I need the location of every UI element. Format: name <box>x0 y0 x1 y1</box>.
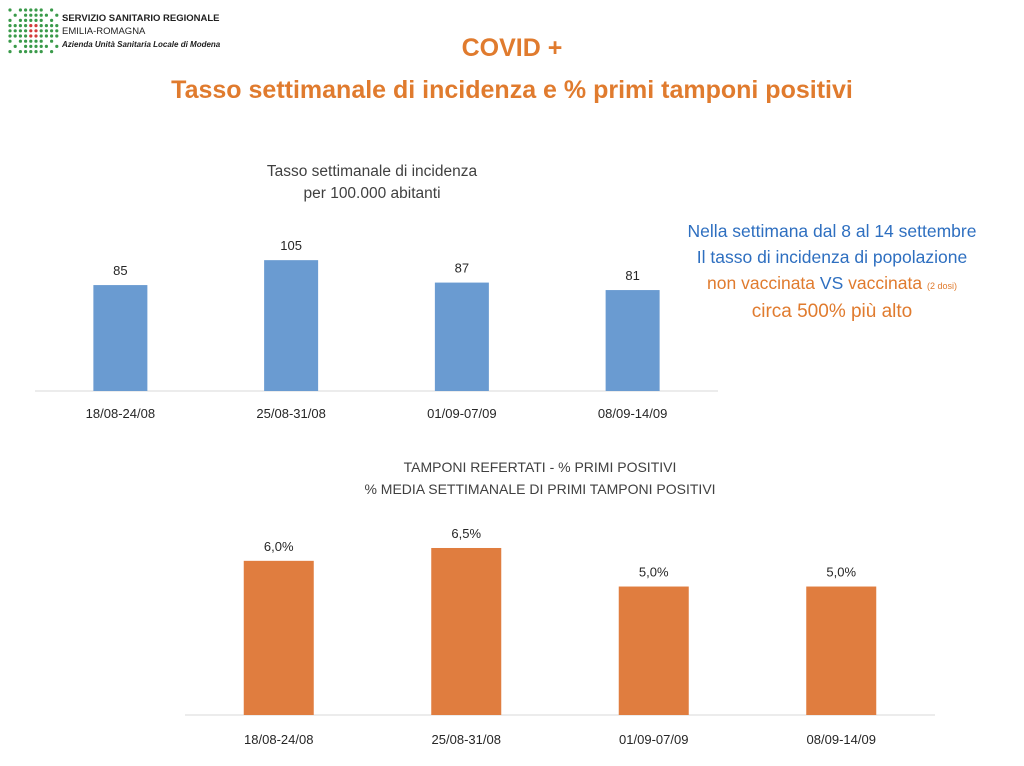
org-line-2: EMILIA-ROMAGNA <box>62 26 146 37</box>
note-line-2: Il tasso di incidenza di popolazione <box>696 247 968 267</box>
incidence-tick-label: 25/08-31/08 <box>256 406 325 421</box>
positivity-chart-title-line-1: TAMPONI REFERTATI - % PRIMI POSITIVI <box>404 459 677 475</box>
incidence-tick-label: 01/09-07/09 <box>427 406 496 421</box>
positivity-bar <box>243 560 314 715</box>
positivity-data-label: 5,0% <box>639 565 669 580</box>
note-doses: (2 dosi) <box>926 281 957 291</box>
incidence-data-label: 85 <box>113 263 127 278</box>
page-title-line-1: COVID + <box>461 34 563 62</box>
incidence-tick-label: 08/09-14/09 <box>598 406 667 421</box>
positivity-tick-label: 18/08-24/08 <box>244 732 313 747</box>
note-line-3: non vaccinata VS vaccinata (2 dosi) <box>640 270 1024 299</box>
incidence-chart-title-line-2: per 100.000 abitanti <box>303 185 440 202</box>
incidence-chart-title-line-1: Tasso settimanale di incidenza <box>267 163 478 180</box>
incidence-tick-label: 18/08-24/08 <box>86 406 155 421</box>
incidence-data-label: 105 <box>280 238 302 253</box>
incidence-bar <box>605 290 660 391</box>
organization-name: SERVIZIO SANITARIO REGIONALE EMILIA-ROMA… <box>62 12 220 51</box>
incidence-bar <box>93 285 148 391</box>
positivity-bar <box>618 586 689 715</box>
positivity-data-label: 6,0% <box>264 539 294 554</box>
incidence-bar <box>264 260 319 391</box>
incidence-data-label: 81 <box>625 268 639 283</box>
incidence-bar <box>434 282 489 391</box>
note-line-1: Nella settimana dal 8 al 14 settembre <box>687 221 977 241</box>
page-title-line-2: Tasso settimanale di incidenza e % primi… <box>171 76 853 104</box>
note-vs: VS <box>819 273 844 293</box>
org-line-3: Azienda Unità Sanitaria Locale di Modena <box>62 40 221 49</box>
positivity-bar <box>431 547 502 715</box>
org-line-1: SERVIZIO SANITARIO REGIONALE <box>62 13 220 24</box>
positivity-bar <box>806 586 877 715</box>
positivity-tick-label: 08/09-14/09 <box>807 732 876 747</box>
positivity-tick-label: 25/08-31/08 <box>432 732 501 747</box>
note-vaccinated: vaccinata <box>848 273 923 293</box>
incidence-data-label: 87 <box>455 261 469 276</box>
incidence-note: Nella settimana dal 8 al 14 settembre Il… <box>640 218 1024 325</box>
note-unvaccinated: non vaccinata <box>707 273 816 293</box>
positivity-chart-title-line-2: % MEDIA SETTIMANALE DI PRIMI TAMPONI POS… <box>364 481 715 497</box>
positivity-data-label: 5,0% <box>826 565 856 580</box>
positivity-tick-label: 01/09-07/09 <box>619 732 688 747</box>
note-line-4: circa 500% più alto <box>751 301 913 322</box>
dotted-cross-logo-icon <box>8 8 59 54</box>
positivity-data-label: 6,5% <box>451 526 481 541</box>
